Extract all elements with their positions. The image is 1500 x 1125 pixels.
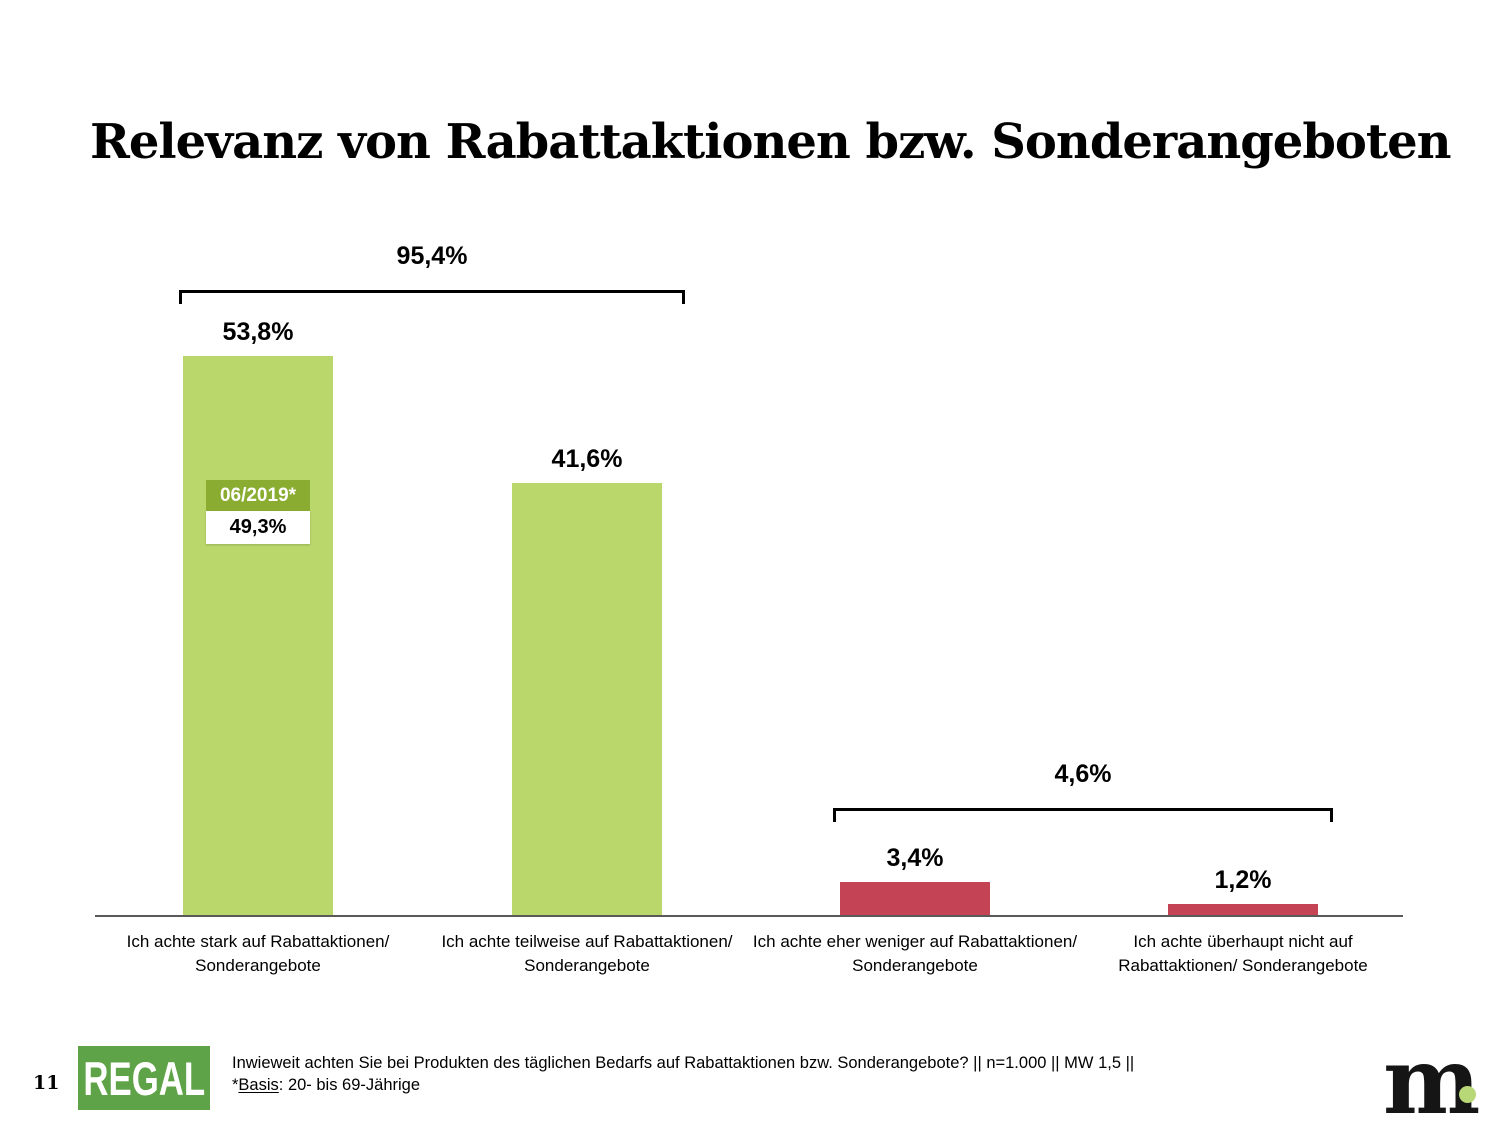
bar-value-label-2: 41,6% <box>551 445 623 474</box>
category-label-1: Ich achte stark auf Rabattaktionen/ Sond… <box>126 932 390 975</box>
category-label-2: Ich achte teilweise auf Rabattaktionen/ … <box>441 932 733 975</box>
bar-value-label-4: 1,2% <box>1214 866 1272 895</box>
m-logo: m <box>1383 1027 1481 1125</box>
bar-3 <box>840 881 990 917</box>
footnote: Inwieweit achten Sie bei Produkten des t… <box>232 1052 1262 1097</box>
page-number: 11 <box>33 1072 60 1094</box>
bar-value-label-1: 53,8% <box>222 317 294 346</box>
series-badge: 06/2019* <box>206 480 310 511</box>
group-bracket-1 <box>179 290 685 304</box>
bar-4 <box>1168 904 1318 917</box>
m-logo-dot-icon <box>1459 1086 1476 1103</box>
bar-2 <box>512 483 662 917</box>
category-label-4: Ich achte überhaupt nicht auf Rabattakti… <box>1118 932 1368 975</box>
group-bracket-2 <box>833 808 1333 822</box>
footnote-basis-line: *Basis: 20- bis 69-Jährige <box>232 1076 421 1095</box>
bar-value-label-3: 3,4% <box>886 843 944 872</box>
x-axis-baseline <box>95 915 1403 917</box>
regal-logo-text: REGAL <box>83 1051 205 1105</box>
page-title: Relevanz von Rabattaktionen bzw. Sondera… <box>90 114 1452 171</box>
regal-logo: REGAL <box>78 1046 210 1110</box>
bar-1 <box>183 355 333 917</box>
footnote-source-line: Inwieweit achten Sie bei Produkten des t… <box>232 1054 1135 1072</box>
group-bracket-label-1: 95,4% <box>396 242 468 270</box>
category-label-3: Ich achte eher weniger auf Rabattaktione… <box>752 932 1078 975</box>
previous-value-badge: 49,3% <box>206 511 310 544</box>
group-bracket-label-2: 4,6% <box>1054 760 1112 788</box>
